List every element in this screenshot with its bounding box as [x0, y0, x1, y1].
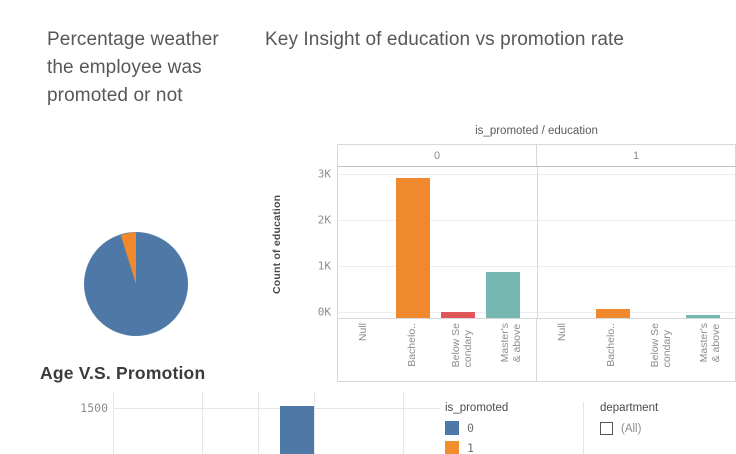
facet-cell-1: 1 — [536, 145, 735, 166]
bar-below-secondary-0[interactable] — [441, 312, 475, 318]
x-axis-labels: Null Bachelo.. Below Se condary Master's… — [337, 319, 736, 382]
legend-divider — [583, 402, 584, 454]
y-tick-2k: 2K — [317, 213, 331, 227]
age-vgrid-4 — [314, 392, 315, 454]
legend-title: is_promoted — [445, 402, 509, 414]
y-tick-3k: 3K — [317, 167, 331, 181]
age-vgrid-2 — [202, 392, 203, 454]
x-label-bachelors-0: Bachelo.. — [406, 323, 419, 367]
pie-slice-1 — [120, 232, 136, 284]
legend-label-0: 0 — [467, 421, 474, 435]
x-label-below-secondary-1: Below Se condary — [648, 323, 673, 368]
gridline-0k — [338, 312, 735, 313]
gridline-3k — [338, 174, 735, 175]
age-plot-area — [113, 392, 440, 454]
x-label-bachelors-1: Bachelo.. — [605, 323, 618, 367]
age-vgrid-3 — [258, 392, 259, 454]
pie-chart-title: Percentage weather the employee was prom… — [47, 29, 219, 106]
age-vgrid-5 — [403, 392, 404, 454]
department-all-checkbox[interactable] — [600, 422, 613, 435]
age-vgrid-1 — [113, 392, 114, 454]
age-y-tick-1500: 1500 — [80, 401, 108, 415]
age-chart-title: Age V.S. Promotion — [40, 363, 206, 383]
department-all-label: (All) — [621, 422, 642, 435]
promotion-pie-chart[interactable] — [84, 232, 188, 336]
legend-item-1[interactable]: 1 — [445, 441, 585, 454]
department-filter-all-row[interactable]: (All) — [600, 422, 736, 435]
x-label-null-0: Null — [356, 323, 369, 342]
facet-panel-0 — [338, 167, 537, 318]
age-promotion-bar-chart: ge 1500 — [40, 392, 440, 454]
y-axis-title: Count of education — [271, 194, 283, 294]
y-tick-1k: 1K — [317, 259, 331, 273]
x-label-null-1: Null — [555, 323, 568, 342]
facet-cell-0: 0 — [433, 149, 441, 162]
x-label-below-secondary-0: Below Se condary — [449, 323, 474, 368]
bar-masters-above-0[interactable] — [486, 272, 520, 318]
y-axis-ticks: 3K 2K 1K 0K — [289, 166, 335, 319]
gridline-1k — [338, 266, 735, 267]
pie-svg — [84, 232, 188, 336]
x-axis-panel-1: Null Bachelo.. Below Se condary Master's… — [536, 319, 735, 381]
legend-label-1: 1 — [467, 441, 474, 454]
age-bar-0[interactable] — [280, 406, 314, 454]
department-filter: department (All) — [600, 402, 736, 454]
facet-header-label: is_promoted / education — [475, 125, 598, 137]
age-gridline-1500 — [113, 408, 440, 409]
bar-masters-above-1[interactable] — [686, 315, 720, 318]
y-tick-0k: 0K — [317, 305, 331, 319]
facet-panel-1 — [537, 167, 735, 318]
bar-chart-title: Key Insight of education vs promotion ra… — [265, 29, 625, 50]
legend-swatch-1 — [445, 441, 459, 454]
x-label-masters-above-0: Master's & above — [499, 323, 524, 363]
education-promotion-bar-chart: is_promoted / education 0 1 Count of edu… — [271, 125, 736, 385]
department-filter-title: department — [600, 402, 659, 414]
x-axis-panel-0: Null Bachelo.. Below Se condary Master's… — [338, 319, 536, 381]
x-label-masters-above-1: Master's & above — [698, 323, 723, 363]
bar-bachelors-0[interactable] — [396, 178, 430, 318]
bar-plot-area — [337, 166, 736, 319]
gridline-2k — [338, 220, 735, 221]
age-y-axis-title: ge — [42, 428, 56, 454]
bar-bachelors-1[interactable] — [596, 309, 630, 318]
legend-item-0[interactable]: 0 — [445, 421, 585, 435]
legend-swatch-0 — [445, 421, 459, 435]
facet-header-row: 0 1 — [337, 144, 736, 166]
is-promoted-legend: is_promoted 0 1 — [445, 402, 585, 454]
